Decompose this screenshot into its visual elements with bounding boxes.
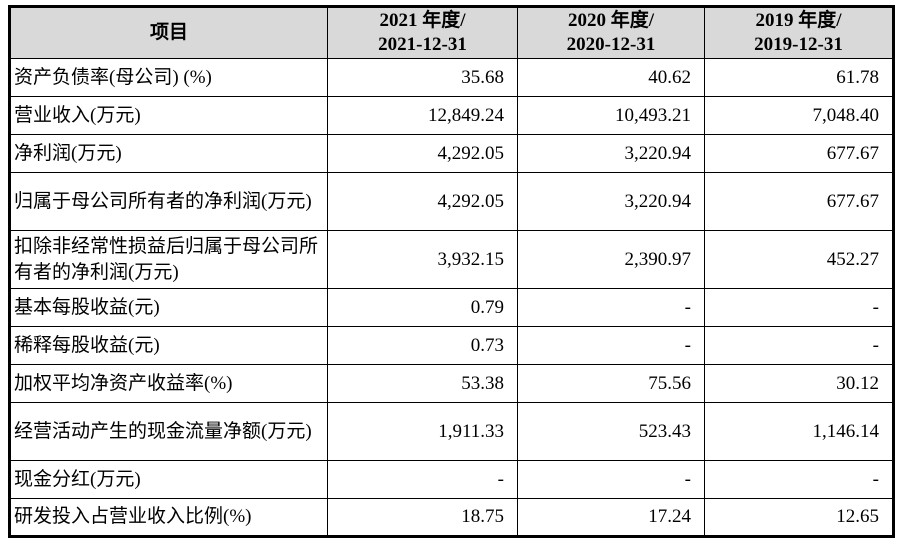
table-row: 扣除非经常性损益后归属于母公司所有者的净利润(万元) 3,932.15 2,39… <box>9 230 894 289</box>
value-cell: 4,292.05 <box>327 134 518 173</box>
header-period-2020-line1: 2020 年度/ <box>567 10 655 31</box>
value-cell: - <box>704 326 894 365</box>
value-cell: 1,911.33 <box>327 402 518 461</box>
header-period-2020-line2: 2020-12-31 <box>566 34 656 55</box>
value-cell: 0.79 <box>327 288 518 327</box>
value-cell: - <box>704 460 894 499</box>
header-period-2019-line1: 2019 年度/ <box>755 10 842 31</box>
header-period-2019: 2019 年度/ 2019-12-31 <box>704 6 894 59</box>
row-label: 稀释每股收益(元) <box>9 326 328 365</box>
value-cell: - <box>704 288 894 327</box>
header-period-2020: 2020 年度/ 2020-12-31 <box>517 6 705 59</box>
header-item: 项目 <box>9 6 328 59</box>
value-cell: 4,292.05 <box>327 172 518 231</box>
value-cell: - <box>517 326 705 365</box>
table-row: 稀释每股收益(元) 0.73 - - <box>9 326 894 365</box>
value-cell: 452.27 <box>704 230 894 289</box>
table-header-row: 项目 2021 年度/ 2021-12-31 2020 年度/ 2020-12-… <box>9 6 894 59</box>
header-period-2019-line2: 2019-12-31 <box>754 34 843 55</box>
value-cell: - <box>517 460 705 499</box>
row-label: 现金分红(万元) <box>9 460 328 499</box>
header-period-2021: 2021 年度/ 2021-12-31 <box>327 6 518 59</box>
value-cell: 3,932.15 <box>327 230 518 289</box>
table-row: 营业收入(万元) 12,849.24 10,493.21 7,048.40 <box>9 96 894 135</box>
value-cell: 3,220.94 <box>517 134 705 173</box>
table-row: 资产负债率(母公司) (%) 35.68 40.62 61.78 <box>9 58 894 97</box>
row-label: 基本每股收益(元) <box>9 288 328 327</box>
value-cell: 53.38 <box>327 364 518 403</box>
row-label: 加权平均净资产收益率(%) <box>9 364 328 403</box>
table-row: 现金分红(万元) - - - <box>9 460 894 499</box>
row-label: 净利润(万元) <box>9 134 328 173</box>
table-row: 研发投入占营业收入比例(%) 18.75 17.24 12.65 <box>9 498 894 537</box>
row-label: 资产负债率(母公司) (%) <box>9 58 328 97</box>
value-cell: 30.12 <box>704 364 894 403</box>
table-row: 加权平均净资产收益率(%) 53.38 75.56 30.12 <box>9 364 894 403</box>
value-cell: 1,146.14 <box>704 402 894 461</box>
table-row: 经营活动产生的现金流量净额(万元) 1,911.33 523.43 1,146.… <box>9 402 894 461</box>
value-cell: 18.75 <box>327 498 518 537</box>
row-label: 经营活动产生的现金流量净额(万元) <box>9 402 328 461</box>
value-cell: 12.65 <box>704 498 894 537</box>
value-cell: 35.68 <box>327 58 518 97</box>
value-cell: 3,220.94 <box>517 172 705 231</box>
row-label: 扣除非经常性损益后归属于母公司所有者的净利润(万元) <box>9 230 328 289</box>
table-row: 归属于母公司所有者的净利润(万元) 4,292.05 3,220.94 677.… <box>9 172 894 231</box>
header-item-label: 项目 <box>149 22 188 43</box>
value-cell: 2,390.97 <box>517 230 705 289</box>
value-cell: 17.24 <box>517 498 705 537</box>
value-cell: - <box>517 288 705 327</box>
table-row: 净利润(万元) 4,292.05 3,220.94 677.67 <box>9 134 894 173</box>
row-label: 研发投入占营业收入比例(%) <box>9 498 328 537</box>
header-period-2021-line1: 2021 年度/ <box>379 10 466 31</box>
value-cell: 10,493.21 <box>517 96 705 135</box>
value-cell: 677.67 <box>704 134 894 173</box>
value-cell: 12,849.24 <box>327 96 518 135</box>
row-label: 营业收入(万元) <box>9 96 328 135</box>
value-cell: 523.43 <box>517 402 705 461</box>
row-label: 归属于母公司所有者的净利润(万元) <box>9 172 328 231</box>
value-cell: - <box>327 460 518 499</box>
value-cell: 7,048.40 <box>704 96 894 135</box>
table-row: 基本每股收益(元) 0.79 - - <box>9 288 894 327</box>
value-cell: 0.73 <box>327 326 518 365</box>
value-cell: 75.56 <box>517 364 705 403</box>
value-cell: 40.62 <box>517 58 705 97</box>
value-cell: 677.67 <box>704 172 894 231</box>
header-period-2021-line2: 2021-12-31 <box>378 34 467 55</box>
value-cell: 61.78 <box>704 58 894 97</box>
financial-summary-table: 项目 2021 年度/ 2021-12-31 2020 年度/ 2020-12-… <box>8 5 895 538</box>
